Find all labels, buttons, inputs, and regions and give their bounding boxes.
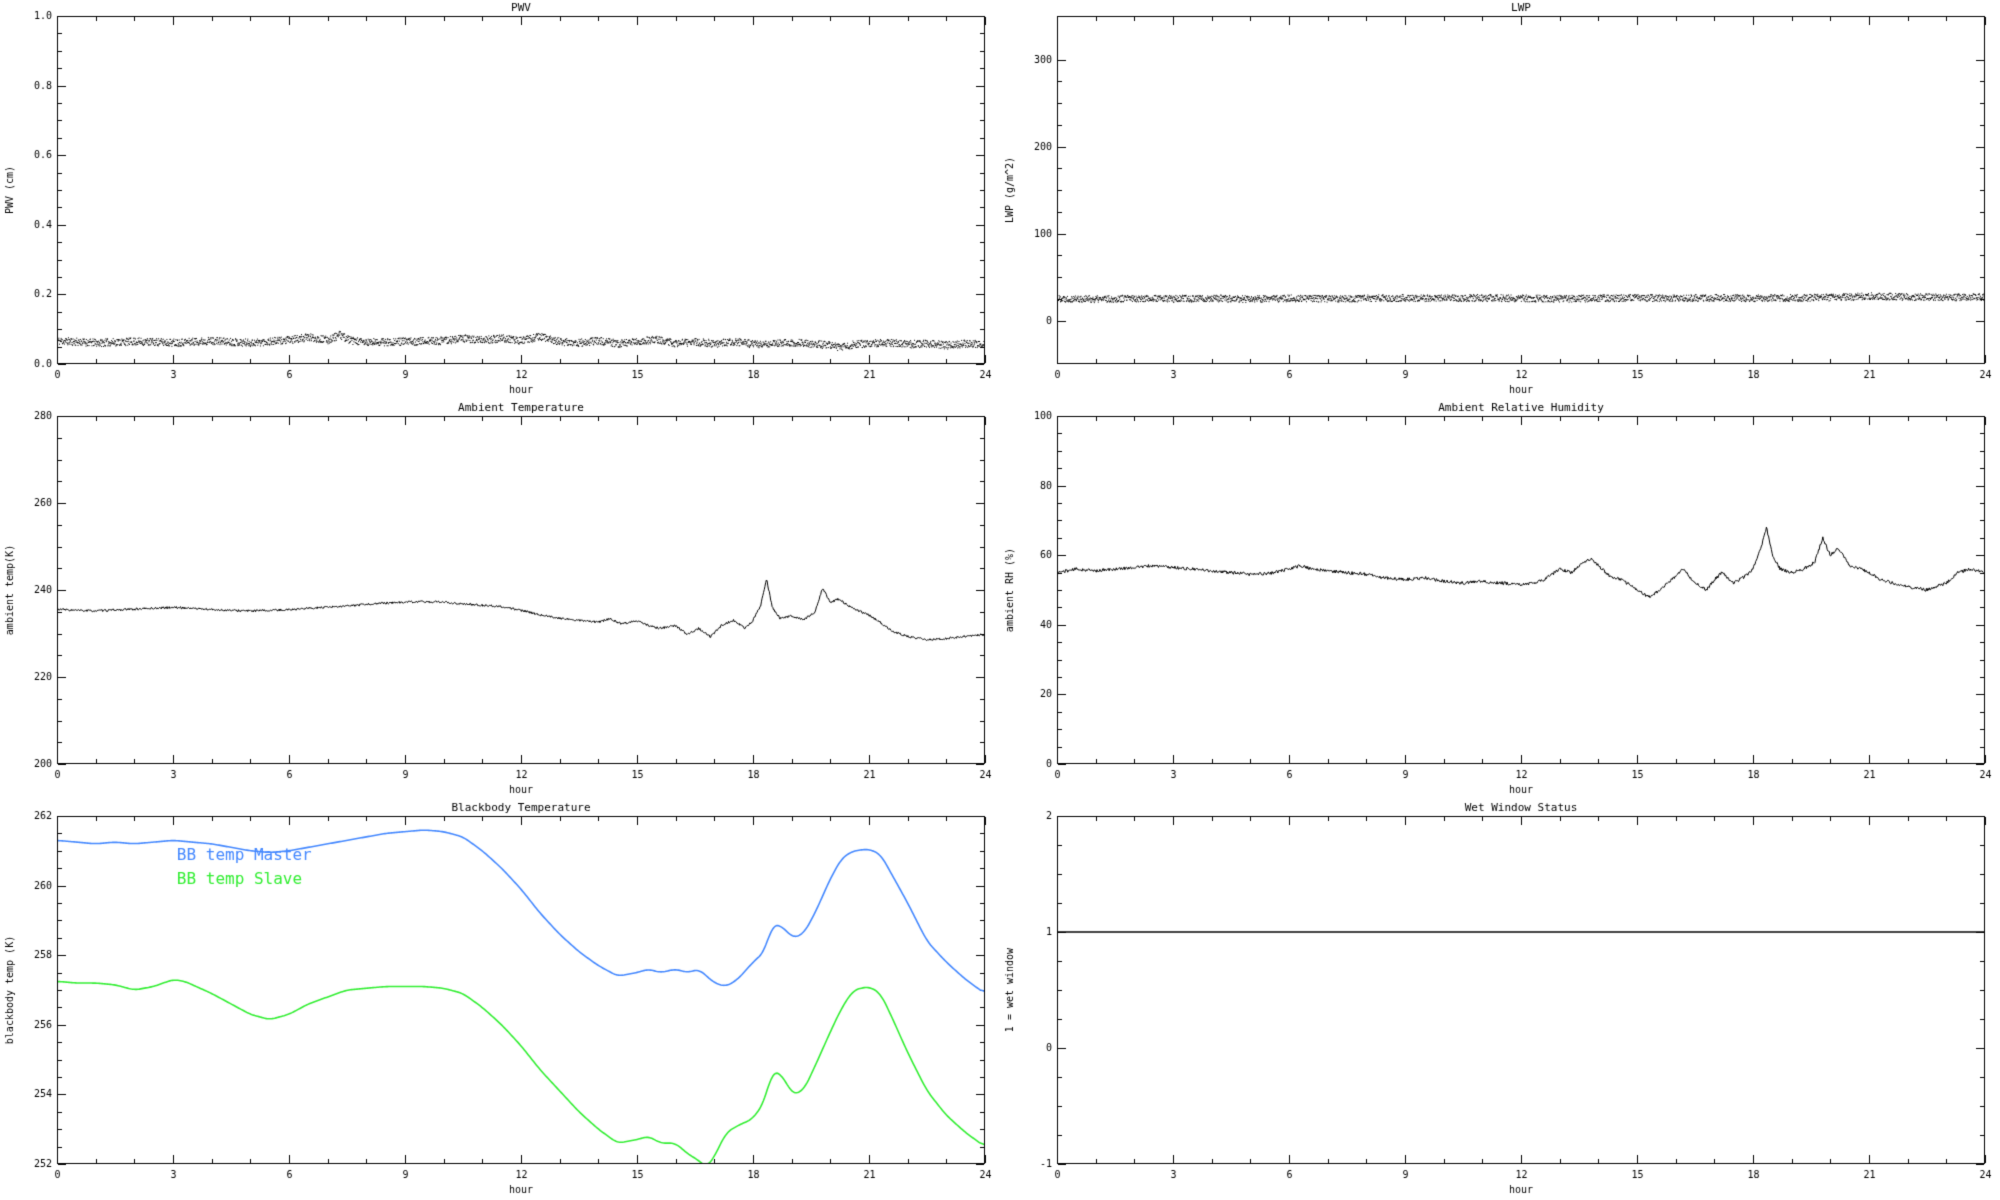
- lwp-chart: [1000, 0, 2000, 400]
- pwv-panel: [0, 0, 1000, 400]
- lwp-panel: [1000, 0, 2000, 400]
- ambient-humidity-chart: [1000, 400, 2000, 800]
- blackbody-temperature-panel: [0, 800, 1000, 1200]
- wet-window-status-chart: [1000, 800, 2000, 1200]
- pwv-chart: [0, 0, 1000, 400]
- ambient-humidity-panel: [1000, 400, 2000, 800]
- ambient-temperature-chart: [0, 400, 1000, 800]
- blackbody-temperature-chart: [0, 800, 1000, 1200]
- ambient-temperature-panel: [0, 400, 1000, 800]
- wet-window-status-panel: [1000, 800, 2000, 1200]
